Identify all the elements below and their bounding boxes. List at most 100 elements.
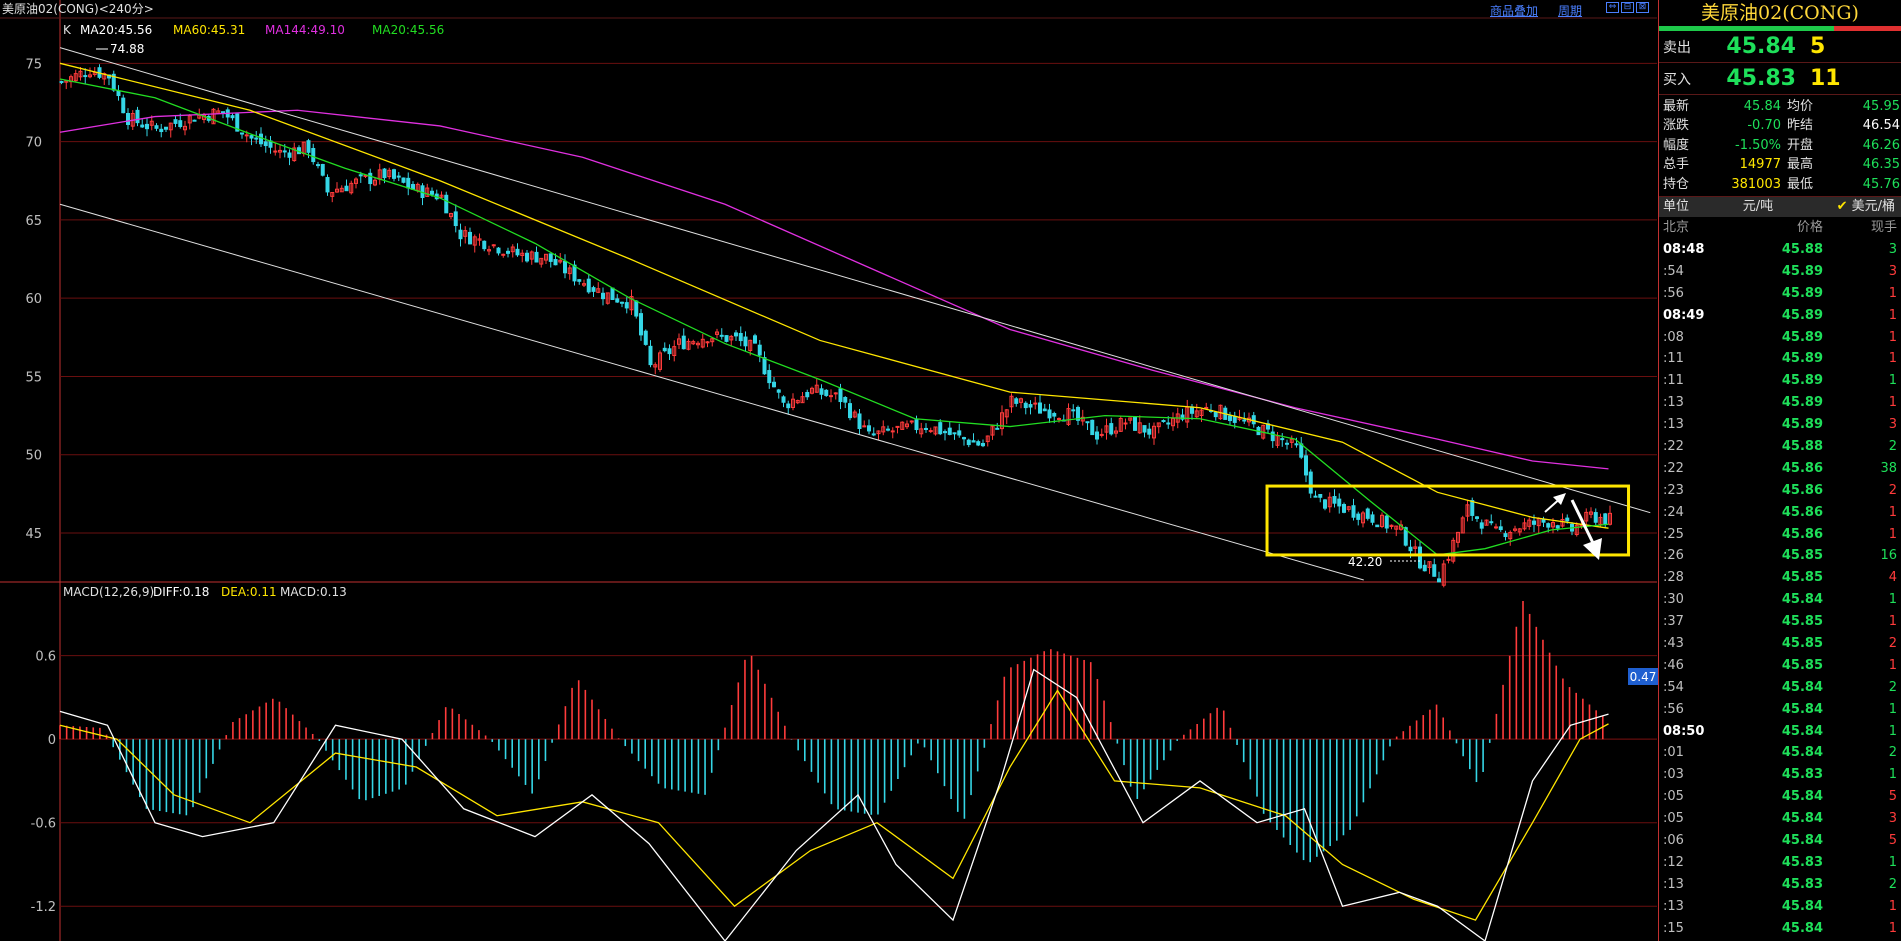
tick-row[interactable]: :54 45.89 3 bbox=[1659, 261, 1901, 283]
tick-time: :05 bbox=[1663, 811, 1684, 827]
tick-row[interactable]: :26 45.85 16 bbox=[1659, 545, 1901, 567]
candle-body bbox=[159, 128, 164, 133]
main-y-tick-label: 50 bbox=[25, 449, 42, 464]
forecast-arrowhead-up bbox=[1553, 493, 1566, 505]
low-price-label: 42.20 bbox=[1348, 555, 1382, 569]
kline-chart[interactable]: 45 50 55 60 65 70 75 0.6 0 -0.6 -1.2 74.88 42.20 0.47… bbox=[0, 0, 1658, 941]
tick-volume: 1 bbox=[1888, 504, 1897, 520]
candle-body bbox=[491, 244, 496, 247]
candle-body bbox=[1213, 411, 1218, 418]
tick-row[interactable]: :24 45.86 1 bbox=[1659, 502, 1901, 524]
tick-row[interactable]: :05 45.84 5 bbox=[1659, 786, 1901, 808]
stat-label: 昨结 bbox=[1787, 118, 1814, 134]
tick-row[interactable]: :05 45.84 3 bbox=[1659, 808, 1901, 830]
tick-row[interactable]: :22 45.88 2 bbox=[1659, 436, 1901, 458]
close-icon[interactable]: ⊠ bbox=[1636, 2, 1649, 13]
tick-row[interactable]: :13 45.84 1 bbox=[1659, 896, 1901, 918]
tick-row[interactable]: :01 45.84 2 bbox=[1659, 742, 1901, 764]
tick-row[interactable]: :25 45.86 1 bbox=[1659, 524, 1901, 546]
candle-body bbox=[1508, 531, 1513, 540]
candle-body bbox=[83, 75, 88, 78]
stat-value: -0.70 bbox=[1747, 118, 1781, 134]
tick-row[interactable]: :13 45.89 1 bbox=[1659, 392, 1901, 414]
tick-time: :37 bbox=[1663, 614, 1684, 630]
chart-area[interactable]: 45 50 55 60 65 70 75 0.6 0 -0.6 -1.2 74.88 42.20 0.47… bbox=[0, 0, 1658, 941]
tick-row[interactable]: :28 45.85 4 bbox=[1659, 567, 1901, 589]
buy-quote[interactable]: 买入 45.83 11 bbox=[1659, 63, 1901, 95]
candle-body bbox=[767, 370, 772, 384]
candle-body bbox=[753, 335, 757, 344]
tick-row[interactable]: :08 45.89 1 bbox=[1659, 327, 1901, 349]
candle-body bbox=[1042, 408, 1047, 412]
candle-body bbox=[1057, 418, 1061, 421]
tick-row[interactable]: :23 45.86 2 bbox=[1659, 480, 1901, 502]
high-price-label: 74.88 bbox=[110, 42, 144, 56]
candle-body bbox=[1513, 528, 1517, 531]
candle-body bbox=[681, 335, 686, 350]
unit-option-usd[interactable]: ✔ 美元/桶 bbox=[1798, 197, 1901, 217]
tick-row[interactable]: :37 45.85 1 bbox=[1659, 611, 1901, 633]
tick-row[interactable]: :11 45.89 1 bbox=[1659, 370, 1901, 392]
candle-body bbox=[738, 333, 743, 342]
tick-volume: 1 bbox=[1888, 395, 1897, 411]
candle-body bbox=[1242, 419, 1247, 422]
tick-row[interactable]: :30 45.84 1 bbox=[1659, 589, 1901, 611]
tick-price: 45.86 bbox=[1781, 482, 1823, 498]
tick-row[interactable]: :15 45.84 1 bbox=[1659, 918, 1901, 940]
tick-row[interactable]: :56 45.84 1 bbox=[1659, 699, 1901, 721]
tick-time: :54 bbox=[1663, 679, 1684, 695]
sell-price[interactable]: 45.84 bbox=[1726, 34, 1796, 59]
candle-body bbox=[164, 126, 168, 130]
candle-body bbox=[382, 168, 387, 179]
tick-row[interactable]: :03 45.83 1 bbox=[1659, 764, 1901, 786]
candle-body bbox=[368, 172, 373, 185]
tick-time: :23 bbox=[1663, 482, 1684, 498]
tick-time: :13 bbox=[1663, 417, 1684, 433]
tick-time: :30 bbox=[1663, 592, 1684, 608]
candle-body bbox=[1437, 578, 1441, 583]
overlay-commodity-link[interactable]: 商品叠加 bbox=[1490, 4, 1539, 18]
candle-body bbox=[672, 346, 677, 357]
candle-body bbox=[320, 163, 325, 176]
minimize-icon[interactable]: ⊟ bbox=[1621, 2, 1634, 13]
candle-body bbox=[1584, 511, 1589, 522]
tick-row[interactable]: :54 45.84 2 bbox=[1659, 677, 1901, 699]
tick-row[interactable]: :12 45.83 1 bbox=[1659, 852, 1901, 874]
tick-row[interactable]: :22 45.86 38 bbox=[1659, 458, 1901, 480]
candle-body bbox=[282, 150, 287, 153]
unit-selector[interactable]: 单位 元/吨 ✔ 美元/桶 bbox=[1659, 196, 1901, 217]
tick-row[interactable]: :13 45.89 3 bbox=[1659, 414, 1901, 436]
candle-body bbox=[482, 240, 487, 250]
candle-body bbox=[1332, 496, 1337, 504]
chart-title: 美原油02(CONG)<240分> bbox=[2, 2, 154, 16]
candle-body bbox=[591, 287, 596, 292]
candle-body bbox=[629, 296, 634, 311]
candle-body bbox=[848, 403, 852, 419]
candle-body bbox=[1608, 512, 1612, 525]
unit-option-cny[interactable]: 元/吨 bbox=[1742, 198, 1774, 214]
sell-quote[interactable]: 卖出 45.84 5 bbox=[1659, 31, 1901, 63]
tick-row[interactable]: :11 45.89 1 bbox=[1659, 348, 1901, 370]
candle-body bbox=[686, 340, 691, 350]
candle-body bbox=[677, 338, 681, 345]
tick-row[interactable]: :13 45.83 2 bbox=[1659, 874, 1901, 896]
period-link[interactable]: 周期 bbox=[1558, 4, 1583, 18]
candle-body bbox=[1085, 421, 1090, 424]
tick-row[interactable]: 08:48 45.88 3 bbox=[1659, 239, 1901, 261]
tick-row[interactable]: :06 45.84 5 bbox=[1659, 830, 1901, 852]
tick-row[interactable]: 08:50 45.84 1 bbox=[1659, 721, 1901, 743]
candle-body bbox=[852, 411, 857, 418]
buy-price[interactable]: 45.83 bbox=[1726, 66, 1796, 91]
candle-body bbox=[520, 252, 525, 256]
tick-row[interactable]: 08:49 45.89 1 bbox=[1659, 305, 1901, 327]
candle-body bbox=[1289, 438, 1294, 443]
tick-time: :01 bbox=[1663, 745, 1684, 761]
restore-icon[interactable]: ⇔ bbox=[1606, 2, 1619, 13]
tick-price: 45.84 bbox=[1781, 811, 1823, 827]
tick-list[interactable]: 08:48 45.88 3:54 45.89 3:56 45.89 1 08:49 45.89 1… bbox=[1659, 239, 1901, 940]
tick-row[interactable]: :56 45.89 1 bbox=[1659, 283, 1901, 305]
stat-value: 46.26 bbox=[1862, 137, 1900, 153]
tick-row[interactable]: :43 45.85 2 bbox=[1659, 633, 1901, 655]
tick-price: 45.84 bbox=[1781, 833, 1823, 848]
tick-row[interactable]: :46 45.85 1 bbox=[1659, 655, 1901, 677]
